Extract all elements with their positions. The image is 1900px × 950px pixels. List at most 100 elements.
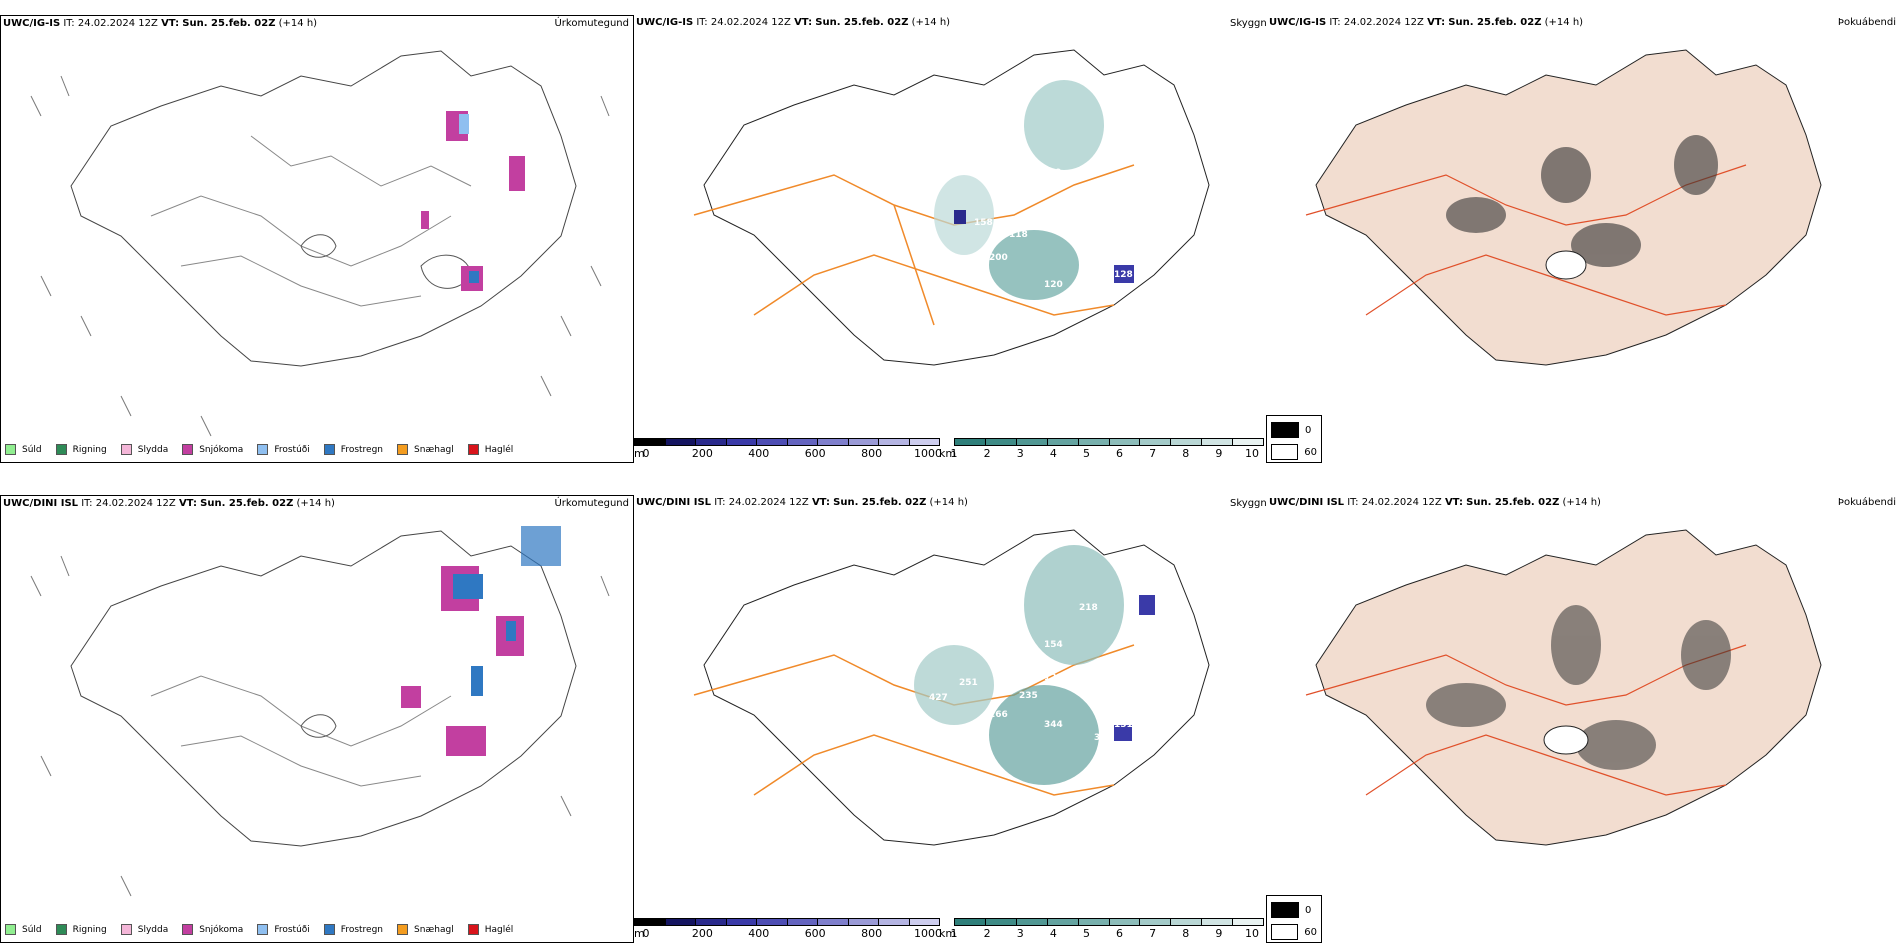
map-value: 120	[1044, 280, 1063, 290]
colorbar-tick: 9	[1215, 927, 1223, 940]
precip-areas	[421, 111, 525, 291]
colorbar-cell	[879, 919, 910, 925]
precip-legend-item: Frostregn	[323, 924, 384, 935]
colorbar-cell	[1016, 439, 1048, 445]
visibility-colorbar-cells	[954, 438, 1264, 446]
ceiling-unit: m	[634, 447, 645, 460]
map-value: 218	[1079, 603, 1098, 613]
colorbar-tick: 7	[1149, 927, 1157, 940]
precip-legend-item: Frostregn	[323, 444, 384, 455]
legend-swatch	[120, 924, 132, 935]
colorbar-tick: 1000	[914, 447, 942, 460]
colorbar-cell	[696, 919, 727, 925]
precip-legend-item: Frostúði	[257, 444, 310, 455]
legend-swatch	[397, 924, 409, 935]
roads	[693, 164, 1135, 326]
map-value: 427	[929, 693, 948, 703]
fog-panel-top: UWC/IG-IS IT: 24.02.2024 12Z VT: Sun. 25…	[1266, 15, 1900, 463]
colorbar-tick: 600	[804, 447, 826, 460]
panel-header: UWC/IG-IS IT: 24.02.2024 12Z VT: Sun. 25…	[636, 17, 951, 28]
colorbar-tick: 5	[1082, 447, 1090, 460]
map-value: 124	[1044, 213, 1063, 223]
legend-label: 60	[1304, 446, 1317, 458]
precip-legend-item: Snæhagl	[397, 444, 454, 455]
colorbar-tick: 400	[748, 927, 770, 940]
precip-legend-item: Snæhagl	[397, 924, 454, 935]
colorbar-cell	[848, 439, 879, 445]
legend-swatch	[182, 444, 194, 455]
colorbar-cell	[787, 439, 818, 445]
legend-label: Súld	[22, 924, 42, 935]
legend-swatch	[467, 924, 479, 935]
colorbar-cell	[635, 439, 666, 445]
precip-legend: Súld Rigning Slydda Snjókoma Frostúði Frostre…	[5, 444, 527, 455]
legend-label: Frostregn	[340, 924, 384, 935]
colorbar-cell	[1078, 439, 1110, 445]
precip-type-panel-bottom: UWC/DINI ISL IT: 24.02.2024 12Z VT: Sun.…	[0, 495, 634, 943]
map-value: 89	[1049, 168, 1062, 178]
map-value: 151	[1114, 720, 1133, 730]
panel-header: UWC/DINI ISL IT: 24.02.2024 12Z VT: Sun.…	[1269, 497, 1601, 508]
colorbar-tick: 1	[950, 927, 958, 940]
iceland-map-precip-bottom	[30, 526, 610, 897]
fog-legend: 0 60	[1266, 895, 1322, 943]
iceland-map-fog-top	[1305, 49, 1822, 366]
precip-legend-item: Snjókoma	[182, 924, 243, 935]
colorbar-cell	[1047, 919, 1079, 925]
panel-title-precip: Úrkomutegund	[554, 498, 629, 509]
colorbar-cell	[1109, 439, 1141, 445]
colorbar-tick: 3	[1016, 447, 1024, 460]
precip-legend-item: Frostúði	[257, 924, 310, 935]
legend-swatch	[5, 924, 16, 935]
colorbar-tick: 5	[1082, 927, 1090, 940]
iceland-outline	[70, 50, 577, 367]
wind-barbs	[30, 75, 610, 437]
map-value: 154	[1044, 640, 1063, 650]
fog-legend-item: 60	[1271, 444, 1317, 460]
colorbar-cell	[635, 919, 666, 925]
legend-label: Haglél	[484, 924, 514, 935]
panel-title-precip: Úrkomutegund	[554, 18, 629, 29]
colorbar-tick: 1000	[914, 927, 942, 940]
colorbar-cell	[818, 439, 849, 445]
map-value: 251	[959, 678, 978, 688]
legend-label: Frostregn	[340, 444, 384, 455]
legend-label: Snjókoma	[199, 924, 244, 935]
panel-header: UWC/IG-IS IT: 24.02.2024 12Z VT: Sun. 25…	[1269, 17, 1584, 28]
precip-legend-item: Rigning	[55, 444, 107, 455]
legend-label: Haglél	[484, 444, 514, 455]
panel-title-visibility: Skyggni	[1230, 498, 1270, 509]
legend-label: Slydda	[137, 444, 169, 455]
visibility-unit: km	[939, 927, 957, 940]
panel-title-fog: Þokuábendi	[1837, 497, 1896, 508]
colorbar-cell	[726, 439, 757, 445]
colorbar-cell	[1140, 439, 1172, 445]
precip-type-panel-top: UWC/IG-IS IT: 24.02.2024 12Z VT: Sun. 25…	[0, 15, 634, 463]
colorbar-cell	[1202, 919, 1234, 925]
visibility-colorbar: 1 2 3 4 5 6 7 8 9 10	[951, 438, 1264, 461]
map-value: 353	[1094, 733, 1113, 743]
legend-swatch	[467, 444, 479, 455]
colorbar-tick: 2	[983, 447, 991, 460]
visibility-panel-bottom: 660 218 154 128 251 427 235 266 344 151 …	[634, 495, 1270, 943]
colorbar-cell	[848, 919, 879, 925]
ceiling-colorbar: 0 200 400 600 800 1000	[634, 918, 942, 941]
fog-legend-item: 60	[1271, 924, 1317, 940]
legend-label: Rigning	[72, 444, 107, 455]
colorbar-cell	[1171, 919, 1203, 925]
colorbar-cell	[665, 439, 696, 445]
colorbar-cell	[909, 919, 939, 925]
legend-swatch	[55, 924, 67, 935]
precip-areas	[401, 526, 561, 756]
iceland-map-precip-top	[30, 50, 610, 437]
legend-label: 60	[1304, 926, 1317, 938]
panel-header: UWC/IG-IS IT: 24.02.2024 12Z VT: Sun. 25…	[3, 18, 318, 29]
legend-swatch	[55, 444, 67, 455]
legend-label: Frostúði	[274, 924, 310, 935]
colorbar-tick: 10	[1245, 447, 1259, 460]
legend-label: 0	[1305, 424, 1312, 436]
legend-label: Slydda	[137, 924, 169, 935]
legend-label: Frostúði	[274, 444, 310, 455]
colorbar-tick: 6	[1116, 927, 1124, 940]
ceiling-colorbar: 0 200 400 600 800 1000	[634, 438, 942, 461]
